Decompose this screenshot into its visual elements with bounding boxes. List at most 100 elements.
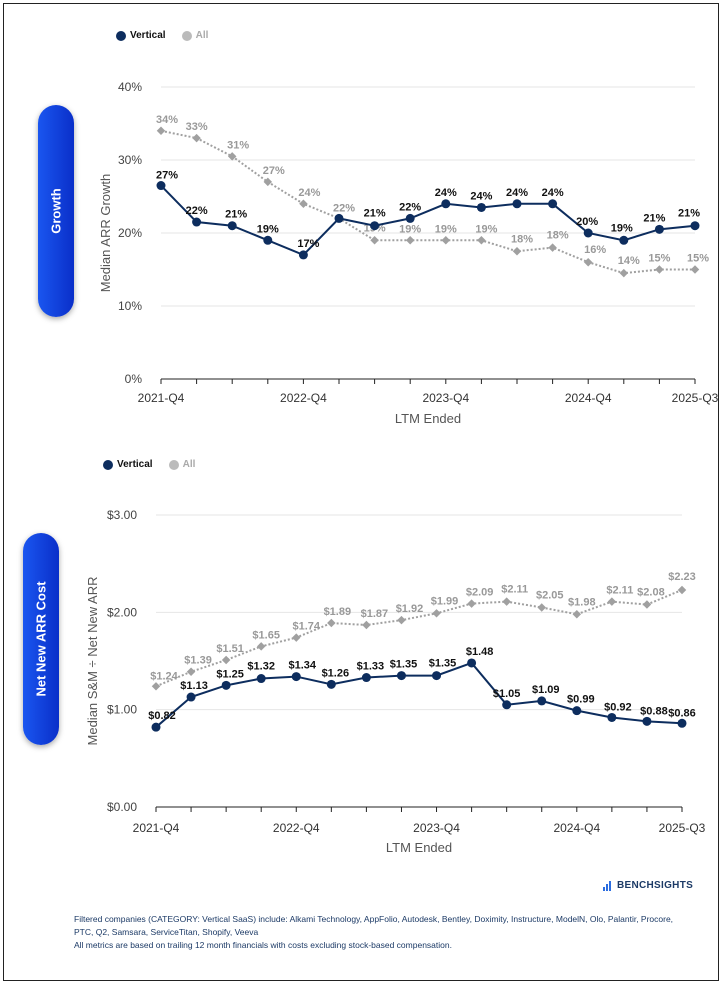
all-data-label: $2.08 [637,587,665,599]
vertical-data-label: $1.48 [466,646,494,658]
vertical-data-point [690,221,700,231]
all-data-label: $1.99 [431,595,459,607]
all-data-label: 34% [156,114,178,126]
x-tick-label: 2025-Q3 [659,821,706,835]
all-data-point [362,620,371,630]
all-data-label: 15% [687,253,709,265]
legend-all[interactable]: All [168,459,196,470]
all-data-point [537,603,546,612]
all-data-point [256,642,266,651]
brand-text: BENCHSIGHTS [617,880,694,891]
all-data-point [370,236,379,245]
vertical-data-point [548,199,558,209]
all-data-label: $2.05 [536,589,564,601]
footnote-line-1: Filtered companies (CATEGORY: Vertical S… [74,914,674,924]
legend-vertical-dot [103,459,113,470]
vertical-data-point [370,221,380,231]
all-data-label: $1.87 [361,608,389,620]
all-data-label: $1.39 [184,655,212,667]
vertical-data-label: 20% [576,216,598,228]
vertical-data-point [256,674,266,684]
legend-all-label: All [195,30,209,41]
legend-vertical-label: Vertical [130,30,166,41]
vertical-data-point [441,199,451,209]
vertical-data-point [619,235,629,245]
all-series-line [160,129,695,275]
bar-chart-icon [603,880,613,891]
footnote: Filtered companies (CATEGORY: Vertical S… [74,913,673,952]
vertical-data-label: $1.35 [429,658,457,670]
vertical-data-label: 21% [678,208,700,220]
vertical-data-label: 19% [611,222,633,234]
all-data-point [192,133,201,143]
all-data-point [405,236,415,245]
vertical-data-point [502,700,512,710]
all-data-point [263,177,273,187]
vertical-data-point [512,199,522,209]
y-tick-label: $3.00 [107,508,137,522]
vertical-data-label: 21% [225,209,247,221]
legend-vertical[interactable]: Vertical [103,459,153,470]
y-tick-label: 20% [118,226,142,240]
all-data-label: $1.51 [216,643,244,655]
all-data-point [512,247,522,256]
all-data-point [583,257,593,267]
vertical-data-point [221,680,231,690]
vertical-data-point [361,673,371,683]
y-tick-label: 40% [118,80,142,94]
vertical-data-label: 24% [542,187,564,199]
all-data-label: $1.65 [252,629,280,641]
vertical-data-point [405,213,415,223]
vertical-data-point [227,221,237,231]
cost-legend[interactable]: Vertical All [103,459,205,470]
legend-all-dot [168,459,179,470]
all-data-label: 18% [547,230,569,242]
all-data-label: 24% [298,187,320,199]
all-data-point [607,597,617,606]
vertical-data-point [186,692,196,702]
footnote-line-2: PTC, Q2, Samsara, ServiceTitan, Shopify,… [74,927,259,937]
x-axis-title: LTM Ended [395,411,461,426]
vertical-data-label: 19% [257,223,279,235]
vertical-data-label: $1.13 [180,680,208,692]
all-series-line [155,589,683,688]
vertical-data-label: 24% [506,187,528,199]
all-data-label: 31% [227,139,249,151]
vertical-data-point [334,213,344,223]
all-data-point [299,199,308,209]
y-tick-label: 30% [118,153,142,167]
vertical-data-label: $1.34 [289,660,317,672]
legend-all-dot [181,30,192,41]
all-data-point [151,682,161,691]
vertical-data-label: 24% [435,187,457,199]
vertical-data-label: $0.92 [604,701,632,713]
vertical-data-point [642,716,652,726]
all-data-label: $1.74 [293,621,321,633]
x-tick-label: 2021-Q4 [138,391,185,405]
vertical-data-point [677,718,687,728]
all-data-label: $1.98 [568,596,596,608]
vertical-data-point [156,181,166,191]
all-data-label: 33% [186,121,208,133]
vertical-data-point [291,672,301,682]
y-tick-label: $2.00 [107,605,137,619]
vertical-data-label: $1.33 [357,661,385,673]
all-data-point [327,618,336,628]
vertical-data-label: $0.88 [640,705,668,717]
growth-legend[interactable]: Vertical All [116,30,218,41]
vertical-data-label: 24% [470,190,492,202]
all-data-point [156,126,166,136]
all-data-point [292,633,301,642]
legend-vertical[interactable]: Vertical [116,30,166,41]
x-tick-label: 2025-Q3 [672,391,719,405]
y-tick-label: 0% [125,372,143,386]
legend-all-label: All [182,459,196,470]
all-data-label: $2.09 [466,587,494,599]
x-tick-label: 2024-Q4 [565,391,612,405]
vertical-data-label: $0.82 [148,710,176,722]
vertical-data-label: $0.86 [668,707,696,719]
vertical-data-point [326,679,336,689]
growth-chart: 0% 10% 20% 30% 40% 2021-Q4 2022-Q4 2023-Q4 2024-… [98,80,719,426]
legend-all[interactable]: All [181,30,209,41]
x-tick-label: 2023-Q4 [413,821,460,835]
